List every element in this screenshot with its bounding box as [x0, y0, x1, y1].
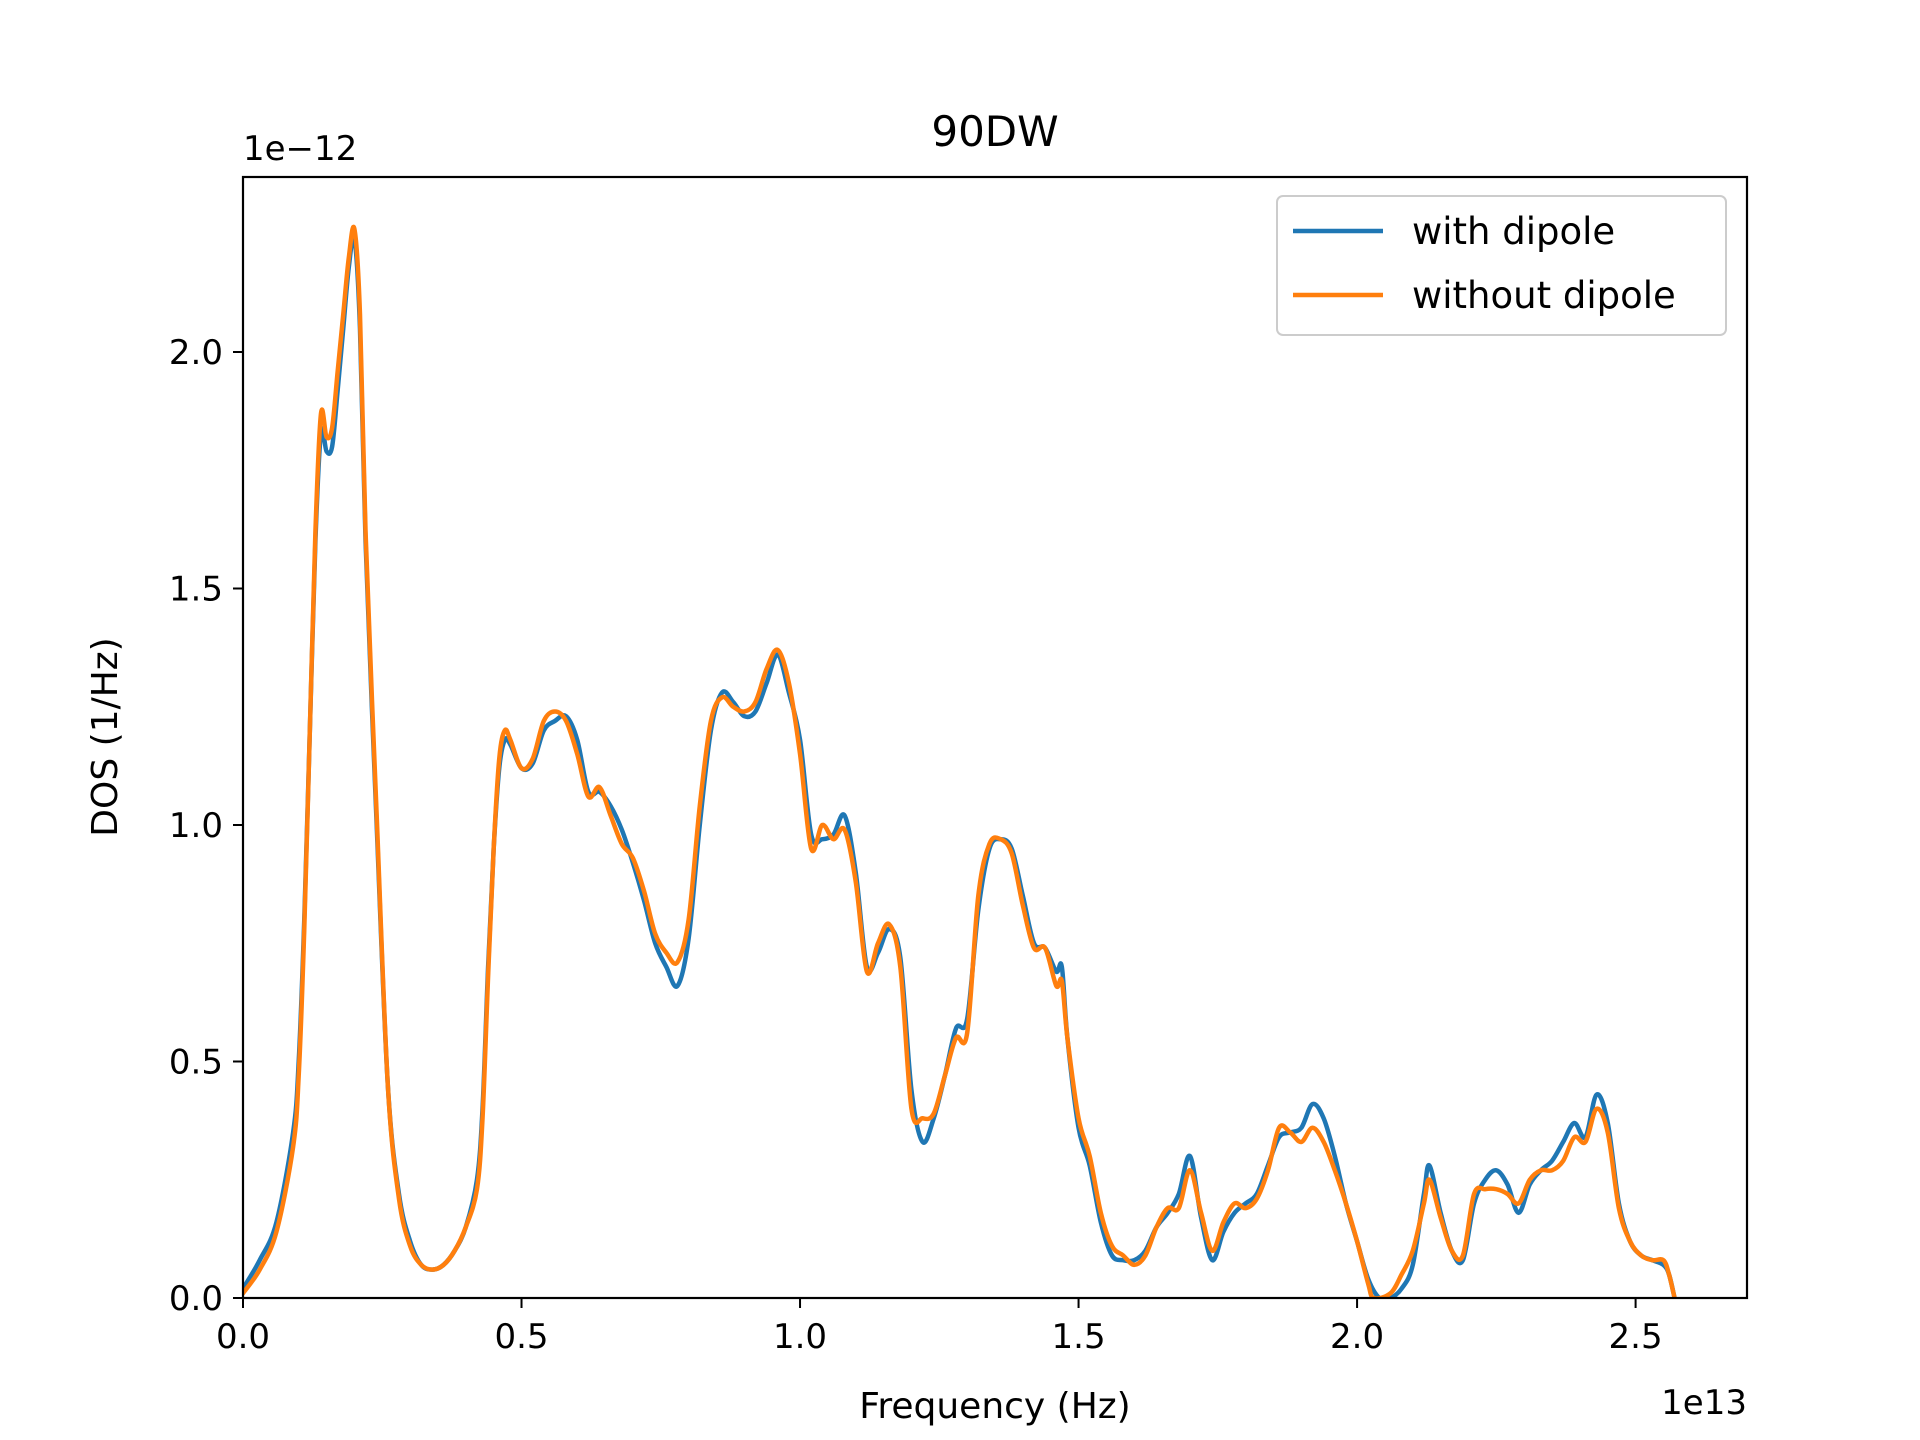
series-layer: [243, 224, 1677, 1298]
plot-area: [243, 224, 1677, 1298]
x-tick-label: 2.0: [1330, 1317, 1384, 1357]
x-tick-label: 2.5: [1609, 1317, 1663, 1357]
y-tick-label: 0.5: [169, 1043, 223, 1083]
y-axis-label: DOS (1/Hz): [85, 637, 126, 836]
x-tick-label: 0.0: [216, 1317, 270, 1357]
series-line-without-dipole: [243, 224, 1677, 1298]
legend-label-with-dipole: with dipole: [1412, 210, 1615, 253]
legend: with dipole without dipole: [1276, 195, 1727, 336]
legend-box: [1276, 195, 1727, 336]
x-tick-label: 0.5: [494, 1317, 548, 1357]
y-tick-label: 1.0: [169, 806, 223, 846]
x-offset-label: 1e13: [1661, 1383, 1747, 1423]
x-axis-label: Frequency (Hz): [859, 1386, 1130, 1427]
ticks-layer: 0.0 0.5 1.0 1.5 2.0 2.5 0.0 0.5 1.0 1.5 2.0: [169, 333, 1663, 1357]
y-tick-label: 1.5: [169, 570, 223, 610]
y-tick-label: 2.0: [169, 333, 223, 373]
y-tick-label: 0.0: [169, 1279, 223, 1319]
x-tick-label: 1.5: [1052, 1317, 1106, 1357]
x-tick-label: 1.0: [773, 1317, 827, 1357]
y-offset-label: 1e−12: [243, 129, 357, 169]
axes-frame: [241, 175, 1749, 1300]
legend-label-without-dipole: without dipole: [1412, 274, 1676, 317]
chart-title: 90DW: [931, 107, 1058, 156]
